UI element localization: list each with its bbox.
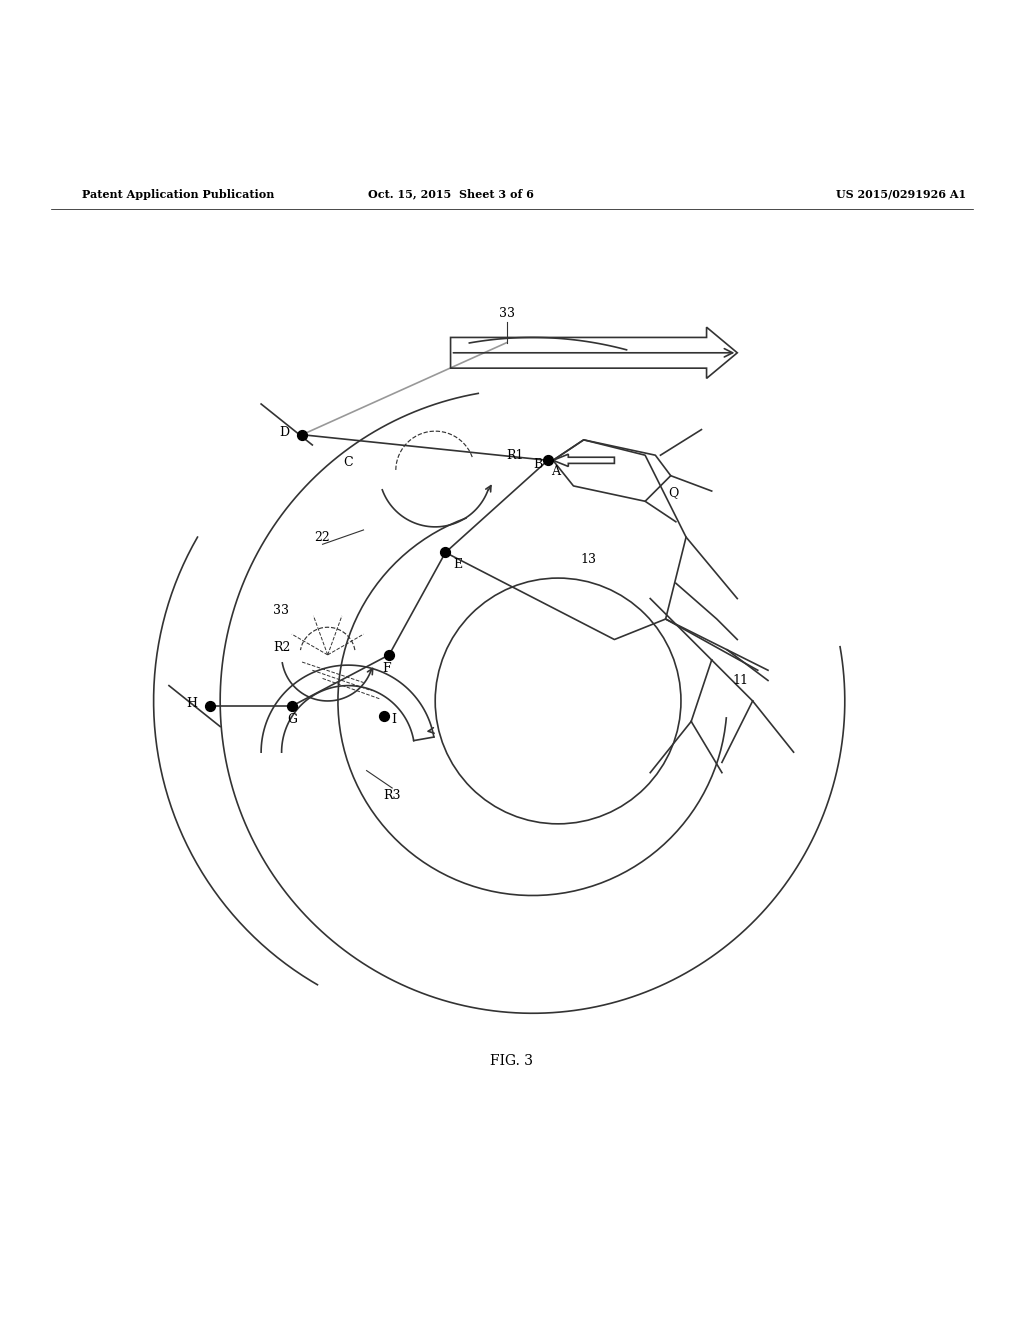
Point	[437, 543, 454, 564]
Point	[381, 644, 397, 665]
Text: C: C	[343, 455, 353, 469]
Text: Q: Q	[669, 487, 679, 499]
Text: I: I	[391, 713, 396, 726]
Text: F: F	[383, 663, 391, 675]
Text: A: A	[552, 465, 560, 478]
Text: E: E	[454, 557, 463, 570]
Text: Patent Application Publication: Patent Application Publication	[82, 189, 274, 199]
Text: R2: R2	[273, 642, 290, 655]
Text: 33: 33	[499, 308, 515, 321]
Point	[294, 424, 310, 445]
Text: Oct. 15, 2015  Sheet 3 of 6: Oct. 15, 2015 Sheet 3 of 6	[368, 189, 534, 199]
Text: G: G	[287, 713, 297, 726]
Text: 13: 13	[581, 553, 597, 566]
Point	[540, 450, 556, 471]
Text: FIG. 3: FIG. 3	[490, 1055, 534, 1068]
Text: 33: 33	[272, 605, 289, 618]
Point	[284, 696, 300, 717]
Text: 11: 11	[732, 675, 749, 686]
Point	[376, 706, 392, 727]
Text: 22: 22	[314, 531, 331, 544]
Text: R3: R3	[383, 788, 401, 801]
Text: D: D	[280, 426, 290, 440]
Text: US 2015/0291926 A1: US 2015/0291926 A1	[836, 189, 967, 199]
Text: H: H	[186, 697, 198, 710]
Text: B: B	[534, 458, 543, 471]
Point	[202, 696, 218, 717]
Text: R1: R1	[506, 449, 523, 462]
